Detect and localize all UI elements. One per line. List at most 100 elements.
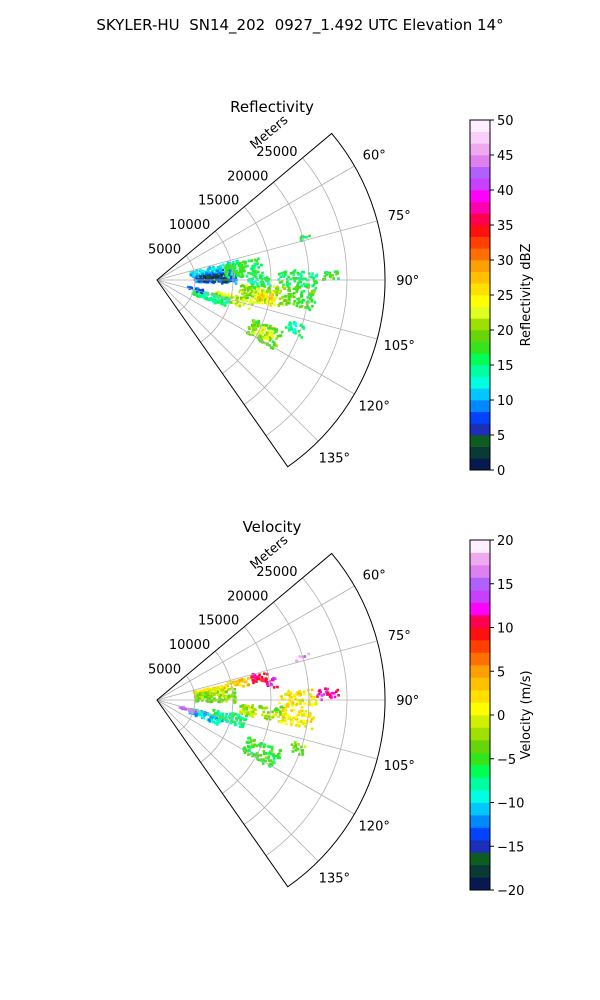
colorbar-segment <box>470 627 490 641</box>
echo-gate <box>251 330 254 333</box>
echo-gate <box>231 718 234 721</box>
echo-gate <box>252 675 256 679</box>
range-ring <box>265 157 348 436</box>
echo-gate <box>252 269 255 272</box>
echo-gate <box>300 284 304 287</box>
echo-gate <box>284 705 288 708</box>
echo-gate <box>254 328 258 331</box>
echo-gate <box>241 725 244 728</box>
echo-gate <box>292 276 295 280</box>
colorbar-segment <box>470 665 490 678</box>
echo-gate <box>239 289 243 292</box>
colorbar-segment <box>470 715 490 728</box>
echo-gate <box>265 331 269 334</box>
echo-gate <box>233 277 236 280</box>
echo-gate <box>206 693 210 696</box>
echo-gate <box>260 326 263 330</box>
echo-gate <box>244 704 247 707</box>
echo-gate <box>279 720 282 724</box>
range-ring <box>265 577 348 856</box>
echo-gate <box>295 660 299 663</box>
echo-gate <box>209 718 213 721</box>
echo-gate <box>275 328 278 331</box>
echo-gate <box>276 756 280 760</box>
echo-gate <box>253 739 256 742</box>
echo-gate <box>214 721 217 724</box>
echo-gate <box>289 326 293 329</box>
echo-gate <box>235 298 238 302</box>
echo-gate <box>280 271 284 275</box>
echo-gate <box>219 264 223 268</box>
echo-gate <box>221 715 224 718</box>
echo-gate <box>226 263 230 267</box>
echo-gate <box>296 747 299 751</box>
echo-gate <box>264 293 268 296</box>
echo-gate <box>313 279 316 283</box>
echo-gate <box>228 715 231 718</box>
echo-gate <box>244 748 248 751</box>
echo-gate <box>208 699 211 703</box>
echo-gate <box>249 292 253 295</box>
echo-gate <box>284 299 287 302</box>
echo-gate <box>272 757 276 761</box>
echo-gate <box>268 297 272 300</box>
echo-gate <box>316 695 319 698</box>
echo-gate <box>226 684 229 687</box>
echo-gate <box>250 674 254 678</box>
range-tick-label: 25000 <box>256 565 297 580</box>
echo-gate <box>253 319 256 322</box>
echo-gate <box>281 285 285 289</box>
echo-gate <box>205 297 208 301</box>
echo-gate <box>245 708 248 711</box>
echo-gate <box>304 713 307 717</box>
colorbar-segment <box>470 318 490 331</box>
echo-gate <box>271 754 275 758</box>
echo-gate <box>210 689 213 692</box>
echo-gate <box>245 275 249 278</box>
echo-gate <box>255 675 259 679</box>
echo-gate <box>287 292 291 296</box>
echo-gate <box>217 301 220 304</box>
panel-velocity: Velocity 60° 75° 90° 105° 120° 135° 5000 10000 15… <box>148 518 534 899</box>
echo-gate <box>251 283 254 287</box>
echo-gate <box>201 270 205 273</box>
range-tick-label: 10000 <box>169 638 210 653</box>
echo-gate <box>240 263 244 267</box>
polar-grid <box>156 577 385 862</box>
echo-gate <box>291 750 295 753</box>
echo-gate <box>278 756 282 759</box>
echo-gate <box>281 709 285 712</box>
echo-gate <box>294 324 298 328</box>
echo-gate <box>223 266 226 269</box>
echo-gate <box>260 283 264 287</box>
echo-gate <box>272 686 276 689</box>
echo-gate <box>268 339 272 342</box>
colorbar-segment <box>470 565 490 578</box>
echo-gate <box>298 286 302 289</box>
echo-gate <box>205 699 208 703</box>
echo-gate <box>297 692 301 695</box>
echo-gate <box>301 749 304 753</box>
echo-gate <box>279 749 282 752</box>
echo-gate <box>245 706 248 710</box>
echo-gate <box>268 759 271 762</box>
echo-gate <box>251 715 254 718</box>
echo-gate <box>264 759 267 763</box>
echo-gate <box>294 745 298 749</box>
echo-gate <box>281 715 285 719</box>
echo-gate <box>241 292 244 296</box>
echo-gate <box>238 679 242 682</box>
echo-gate <box>201 698 205 701</box>
echo-gate <box>240 712 244 716</box>
echo-gate <box>246 296 249 300</box>
echo-gate <box>253 271 257 274</box>
echo-gate <box>275 344 278 348</box>
azimuth-spoke <box>156 279 378 340</box>
echo-gate <box>265 276 269 280</box>
echo-gate <box>210 716 213 720</box>
echo-gate <box>308 711 311 715</box>
echo-gate <box>188 709 191 712</box>
echo-gate <box>335 270 339 273</box>
echo-gate <box>311 292 314 296</box>
echo-gate <box>312 277 315 281</box>
